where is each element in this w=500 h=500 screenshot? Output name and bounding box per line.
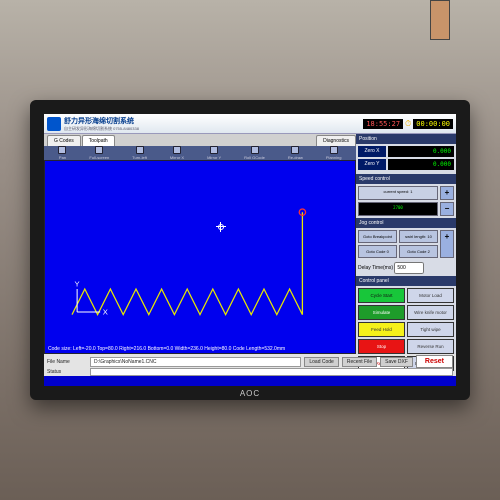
speed-label: current speed: 1 [358,186,438,200]
speed-heading: Speed control [356,174,456,184]
mirrorx-icon [173,146,181,154]
svg-text:X: X [103,308,108,317]
control-heading: Control panel [356,276,456,286]
ctrl-motor-load-button[interactable]: Motor Load [407,288,454,303]
delay-row: Delay Time(ms) [356,260,456,276]
recent-file-button[interactable]: Recent File [342,357,377,367]
zero-x-button[interactable]: Zero X [358,146,386,157]
clock-icon: ⏱ [405,119,411,129]
delay-input[interactable] [394,262,424,274]
tool-pan[interactable]: Pan [58,146,66,160]
code-size-text: Code size: Left=-20.0 Top=80.0 Right=216… [48,346,285,352]
crosshair-icon [216,222,226,232]
goto-code2-button[interactable]: Goto Code 2 [399,245,438,258]
speed-value: 2700 [358,202,438,216]
filename-label: File Name [47,359,87,365]
monitor-brand: AOC [240,389,260,398]
speed-panel: current speed: 1 + 2700 − [356,184,456,218]
fullscreen-icon [95,146,103,154]
jog-plus-button[interactable]: + [440,230,454,258]
mirrory-icon [210,146,218,154]
main-body: G Codes Toolpath Diagnostics Pan Full-sc… [44,134,456,354]
pan-icon [58,146,66,154]
tab-gcodes[interactable]: G Codes [47,135,81,146]
jog-panel: Goto Breakpoint swirl length: 10 + Goto … [356,228,456,260]
tool-fullscreen[interactable]: Full-screen [89,146,109,160]
tool-rollgcode[interactable]: Roll GCode [244,146,265,160]
tab-strip: G Codes Toolpath Diagnostics [44,134,356,146]
screen: 舒力异形海绵切割系统 自主研发异形海绵切割系统 0755-8480338 18:… [44,114,456,386]
title-text: 舒力异形海绵切割系统 自主研发异形海绵切割系统 0755-8480338 [64,116,139,132]
goto-breakpoint-button[interactable]: Goto Breakpoint [358,230,397,243]
toolpath-canvas[interactable]: XY Code size: Left=-20.0 Top=80.0 Right=… [44,160,356,354]
reset-button[interactable]: Reset [416,355,453,368]
app-logo-icon [47,117,61,131]
svg-text:Y: Y [75,279,80,288]
position-panel: Zero X 0.000 Zero Y 0.000 [356,144,456,174]
ctrl-reverse-run-button[interactable]: Reverse Run [407,339,454,354]
sidebar: Position Zero X 0.000 Zero Y 0.000 Speed… [356,134,456,354]
save-dxf-button[interactable]: Save DXF [380,357,413,367]
filename-field[interactable]: D:\Graphics\NoName1.CNC [90,357,301,367]
tool-turnleft[interactable]: Turn-left [132,146,147,160]
monitor-frame: 舒力异形海绵切割系统 自主研发异形海绵切割系统 0755-8480338 18:… [30,100,470,400]
goto-code0-button[interactable]: Goto Code 0 [358,245,397,258]
turnleft-icon [136,146,144,154]
tab-toolpath[interactable]: Toolpath [82,135,115,146]
ctrl-wire-knife-motor-button[interactable]: Wire knife motor [407,305,454,320]
jog-heading: Jog control [356,218,456,228]
app-title: 舒力异形海绵切割系统 [64,116,139,126]
redraw-icon [291,146,299,154]
load-code-button[interactable]: Load Code [304,357,338,367]
pos-x-value: 0.000 [388,146,454,157]
ctrl-tight-wipe-button[interactable]: Tight wipe [407,322,454,337]
tool-planning[interactable]: Planning [326,146,342,160]
titlebar: 舒力异形海绵切割系统 自主研发异形海绵切割系统 0755-8480338 18:… [44,114,456,134]
footer: File Name D:\Graphics\NoName1.CNC Load C… [44,354,456,376]
ctrl-cycle-start-button[interactable]: Cycle Start [358,288,405,303]
toolbar: Pan Full-screen Turn-left Mirror X Mirro… [44,146,356,160]
rollgcode-icon [251,146,259,154]
clock-display: 18:55:27 [363,119,403,129]
ctrl-stop-button[interactable]: Stop [358,339,405,354]
tool-mirrorx[interactable]: Mirror X [170,146,184,160]
tool-redraw[interactable]: Re-draw [288,146,303,160]
delay-label: Delay Time(ms) [358,265,393,271]
pos-y-value: 0.000 [388,159,454,170]
position-heading: Position [356,134,456,144]
speed-plus-button[interactable]: + [440,186,454,200]
ctrl-simulate-button[interactable]: Simulate [358,305,405,320]
status-field [90,368,453,376]
swirl-length-button[interactable]: swirl length: 10 [399,230,438,243]
planning-icon [330,146,338,154]
toolpath-svg: XY [45,161,355,353]
app-subtitle: 自主研发异形海绵切割系统 0755-8480338 [64,126,139,132]
left-column: G Codes Toolpath Diagnostics Pan Full-sc… [44,134,356,354]
tool-mirrory[interactable]: Mirror Y [207,146,221,160]
speed-minus-button[interactable]: − [440,202,454,216]
elapsed-display: 00:00:00 [413,119,453,129]
status-label: Status [47,369,87,375]
ctrl-feed-hold-button[interactable]: Feed Hold [358,322,405,337]
ceiling-light [430,0,450,40]
tab-diagnostics[interactable]: Diagnostics [316,135,356,146]
zero-y-button[interactable]: Zero Y [358,159,386,170]
